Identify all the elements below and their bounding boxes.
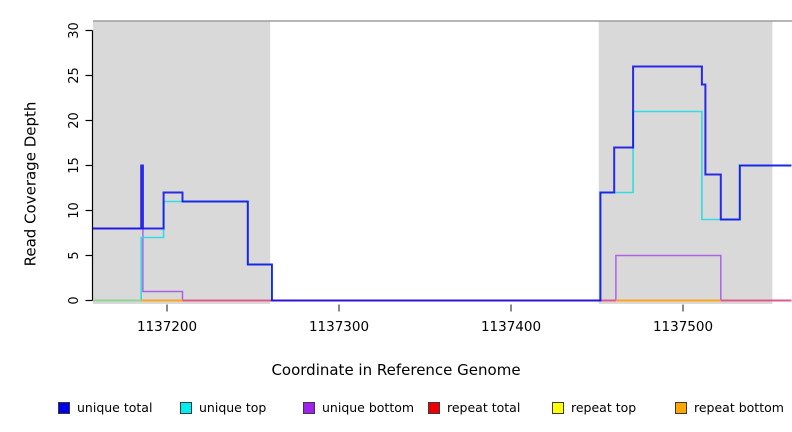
repeat-region-left	[93, 21, 271, 304]
y-tick-label: 10	[67, 202, 82, 219]
x-tick-label: 1137400	[481, 319, 541, 335]
legend-swatch-repeat-top	[552, 402, 564, 414]
legend-swatch-repeat-total	[428, 402, 440, 414]
legend-item-repeat-top: repeat top	[552, 401, 636, 415]
legend-label: unique bottom	[322, 400, 415, 415]
legend-swatch-unique-total	[58, 402, 70, 414]
legend-label: unique total	[77, 400, 153, 415]
legend-item-unique-bottom: unique bottom	[303, 401, 414, 415]
y-tick-label: 0	[67, 296, 82, 304]
legend-item-repeat-bottom: repeat bottom	[675, 401, 784, 415]
x-axis-title: Coordinate in Reference Genome	[271, 361, 521, 379]
y-tick-label: 25	[67, 67, 82, 84]
y-tick-label: 20	[67, 112, 82, 129]
y-axis-title: Read Coverage Depth	[21, 101, 40, 267]
y-tick-label: 30	[67, 22, 82, 39]
legend-item-unique-total: unique total	[58, 401, 152, 415]
legend-label: repeat total	[447, 400, 521, 415]
repeat-region-right	[598, 21, 773, 304]
x-tick-label: 1137500	[653, 319, 713, 335]
chart-legend: unique total unique top unique bottom repea…	[0, 401, 792, 425]
x-tick-label: 1137300	[309, 319, 369, 335]
legend-item-unique-top: unique top	[180, 401, 266, 415]
legend-swatch-unique-top	[180, 402, 192, 414]
legend-label: unique top	[199, 400, 267, 415]
legend-label: repeat top	[571, 400, 637, 415]
legend-item-repeat-total: repeat total	[428, 401, 520, 415]
y-tick-label: 5	[67, 251, 82, 259]
series-unique-total	[93, 65, 792, 302]
x-tick-label: 1137200	[137, 319, 197, 335]
y-tick-label: 15	[67, 157, 82, 174]
legend-swatch-unique-bottom	[303, 402, 315, 414]
legend-label: repeat bottom	[694, 400, 784, 415]
legend-swatch-repeat-bottom	[675, 402, 687, 414]
